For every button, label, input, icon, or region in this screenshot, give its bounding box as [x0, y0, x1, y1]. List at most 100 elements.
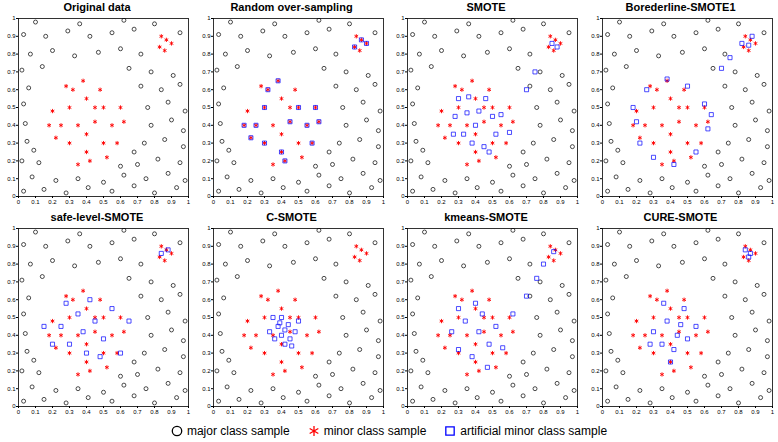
- svg-text:0.7: 0.7: [7, 279, 16, 285]
- svg-text:1: 1: [187, 199, 191, 205]
- svg-text:0.7: 0.7: [328, 409, 337, 415]
- svg-text:0.3: 0.3: [260, 409, 269, 415]
- svg-text:0: 0: [207, 403, 211, 409]
- svg-text:0.2: 0.2: [591, 368, 600, 374]
- svg-text:0: 0: [401, 403, 405, 409]
- svg-text:0.1: 0.1: [226, 199, 235, 205]
- svg-text:0.6: 0.6: [700, 409, 709, 415]
- svg-text:0.9: 0.9: [556, 199, 565, 205]
- svg-text:0.9: 0.9: [591, 33, 600, 39]
- svg-text:0.4: 0.4: [7, 122, 16, 128]
- svg-text:0.1: 0.1: [31, 409, 40, 415]
- svg-text:0.3: 0.3: [65, 199, 74, 205]
- svg-text:0.9: 0.9: [202, 33, 211, 39]
- svg-text:0.1: 0.1: [591, 386, 600, 392]
- svg-text:0.2: 0.2: [48, 409, 57, 415]
- svg-text:0.1: 0.1: [615, 409, 624, 415]
- svg-text:0.5: 0.5: [683, 409, 692, 415]
- svg-text:0.4: 0.4: [666, 409, 675, 415]
- svg-text:0.8: 0.8: [345, 199, 354, 205]
- svg-text:0.5: 0.5: [396, 314, 405, 320]
- svg-text:0: 0: [207, 193, 211, 199]
- svg-text:0.2: 0.2: [396, 368, 405, 374]
- svg-text:0.4: 0.4: [666, 199, 675, 205]
- svg-text:0.2: 0.2: [243, 409, 252, 415]
- svg-text:0.1: 0.1: [420, 409, 429, 415]
- svg-text:0.1: 0.1: [396, 386, 405, 392]
- svg-text:0.3: 0.3: [649, 199, 658, 205]
- svg-text:0.3: 0.3: [591, 350, 600, 356]
- svg-text:0.2: 0.2: [243, 199, 252, 205]
- svg-text:0: 0: [600, 409, 604, 415]
- svg-text:0.8: 0.8: [539, 199, 548, 205]
- svg-text:0.2: 0.2: [48, 199, 57, 205]
- svg-text:1: 1: [381, 199, 385, 205]
- svg-text:0.3: 0.3: [202, 350, 211, 356]
- svg-text:0.6: 0.6: [7, 297, 16, 303]
- svg-text:0.5: 0.5: [7, 314, 16, 320]
- svg-text:0.1: 0.1: [226, 409, 235, 415]
- svg-text:0.4: 0.4: [277, 409, 286, 415]
- svg-text:0: 0: [12, 193, 16, 199]
- svg-text:1: 1: [596, 225, 600, 231]
- svg-text:0.3: 0.3: [260, 199, 269, 205]
- svg-text:0.2: 0.2: [202, 368, 211, 374]
- svg-text:0.5: 0.5: [7, 104, 16, 110]
- svg-text:0: 0: [17, 199, 21, 205]
- svg-text:0.1: 0.1: [202, 386, 211, 392]
- svg-text:0.6: 0.6: [700, 199, 709, 205]
- svg-text:0.8: 0.8: [591, 51, 600, 57]
- svg-text:0.7: 0.7: [202, 279, 211, 285]
- svg-text:0.2: 0.2: [396, 158, 405, 164]
- svg-text:0.9: 0.9: [202, 243, 211, 249]
- svg-text:0.3: 0.3: [396, 350, 405, 356]
- svg-text:1: 1: [187, 409, 191, 415]
- svg-text:0.8: 0.8: [734, 199, 743, 205]
- svg-text:0: 0: [401, 193, 405, 199]
- svg-text:0.4: 0.4: [471, 409, 480, 415]
- svg-text:1: 1: [770, 199, 774, 205]
- svg-text:0.4: 0.4: [202, 332, 211, 338]
- svg-text:0.7: 0.7: [7, 69, 16, 75]
- svg-text:0.9: 0.9: [167, 199, 176, 205]
- svg-text:0.5: 0.5: [488, 199, 497, 205]
- svg-text:0.6: 0.6: [311, 199, 320, 205]
- svg-text:0.6: 0.6: [116, 409, 125, 415]
- svg-text:0.5: 0.5: [99, 409, 108, 415]
- svg-text:0.6: 0.6: [396, 87, 405, 93]
- svg-text:0.8: 0.8: [734, 409, 743, 415]
- svg-text:0.4: 0.4: [591, 332, 600, 338]
- svg-text:0.2: 0.2: [632, 199, 641, 205]
- svg-text:0.9: 0.9: [751, 409, 760, 415]
- svg-text:0.6: 0.6: [116, 199, 125, 205]
- svg-text:0.1: 0.1: [591, 176, 600, 182]
- svg-text:0.7: 0.7: [328, 199, 337, 205]
- svg-text:0.4: 0.4: [591, 122, 600, 128]
- svg-text:0: 0: [596, 403, 600, 409]
- svg-text:0.6: 0.6: [311, 409, 320, 415]
- svg-text:1: 1: [12, 15, 16, 21]
- svg-text:1: 1: [207, 15, 211, 21]
- svg-text:0.2: 0.2: [591, 158, 600, 164]
- svg-text:0.6: 0.6: [505, 199, 514, 205]
- svg-text:0.3: 0.3: [7, 350, 16, 356]
- svg-text:0.4: 0.4: [396, 122, 405, 128]
- svg-text:0.6: 0.6: [591, 297, 600, 303]
- svg-text:0.8: 0.8: [202, 51, 211, 57]
- svg-text:0.4: 0.4: [202, 122, 211, 128]
- svg-text:0.9: 0.9: [362, 199, 371, 205]
- svg-text:0.8: 0.8: [7, 261, 16, 267]
- svg-text:0.2: 0.2: [7, 158, 16, 164]
- svg-text:0.7: 0.7: [591, 279, 600, 285]
- svg-text:0.6: 0.6: [505, 409, 514, 415]
- svg-text:1: 1: [596, 15, 600, 21]
- svg-text:0.4: 0.4: [82, 409, 91, 415]
- svg-text:0.6: 0.6: [202, 87, 211, 93]
- svg-text:0.5: 0.5: [396, 104, 405, 110]
- svg-text:0.6: 0.6: [202, 297, 211, 303]
- svg-text:0.1: 0.1: [420, 199, 429, 205]
- svg-text:0.7: 0.7: [522, 199, 531, 205]
- svg-text:0.7: 0.7: [717, 409, 726, 415]
- svg-text:0.7: 0.7: [591, 69, 600, 75]
- svg-text:0.8: 0.8: [202, 261, 211, 267]
